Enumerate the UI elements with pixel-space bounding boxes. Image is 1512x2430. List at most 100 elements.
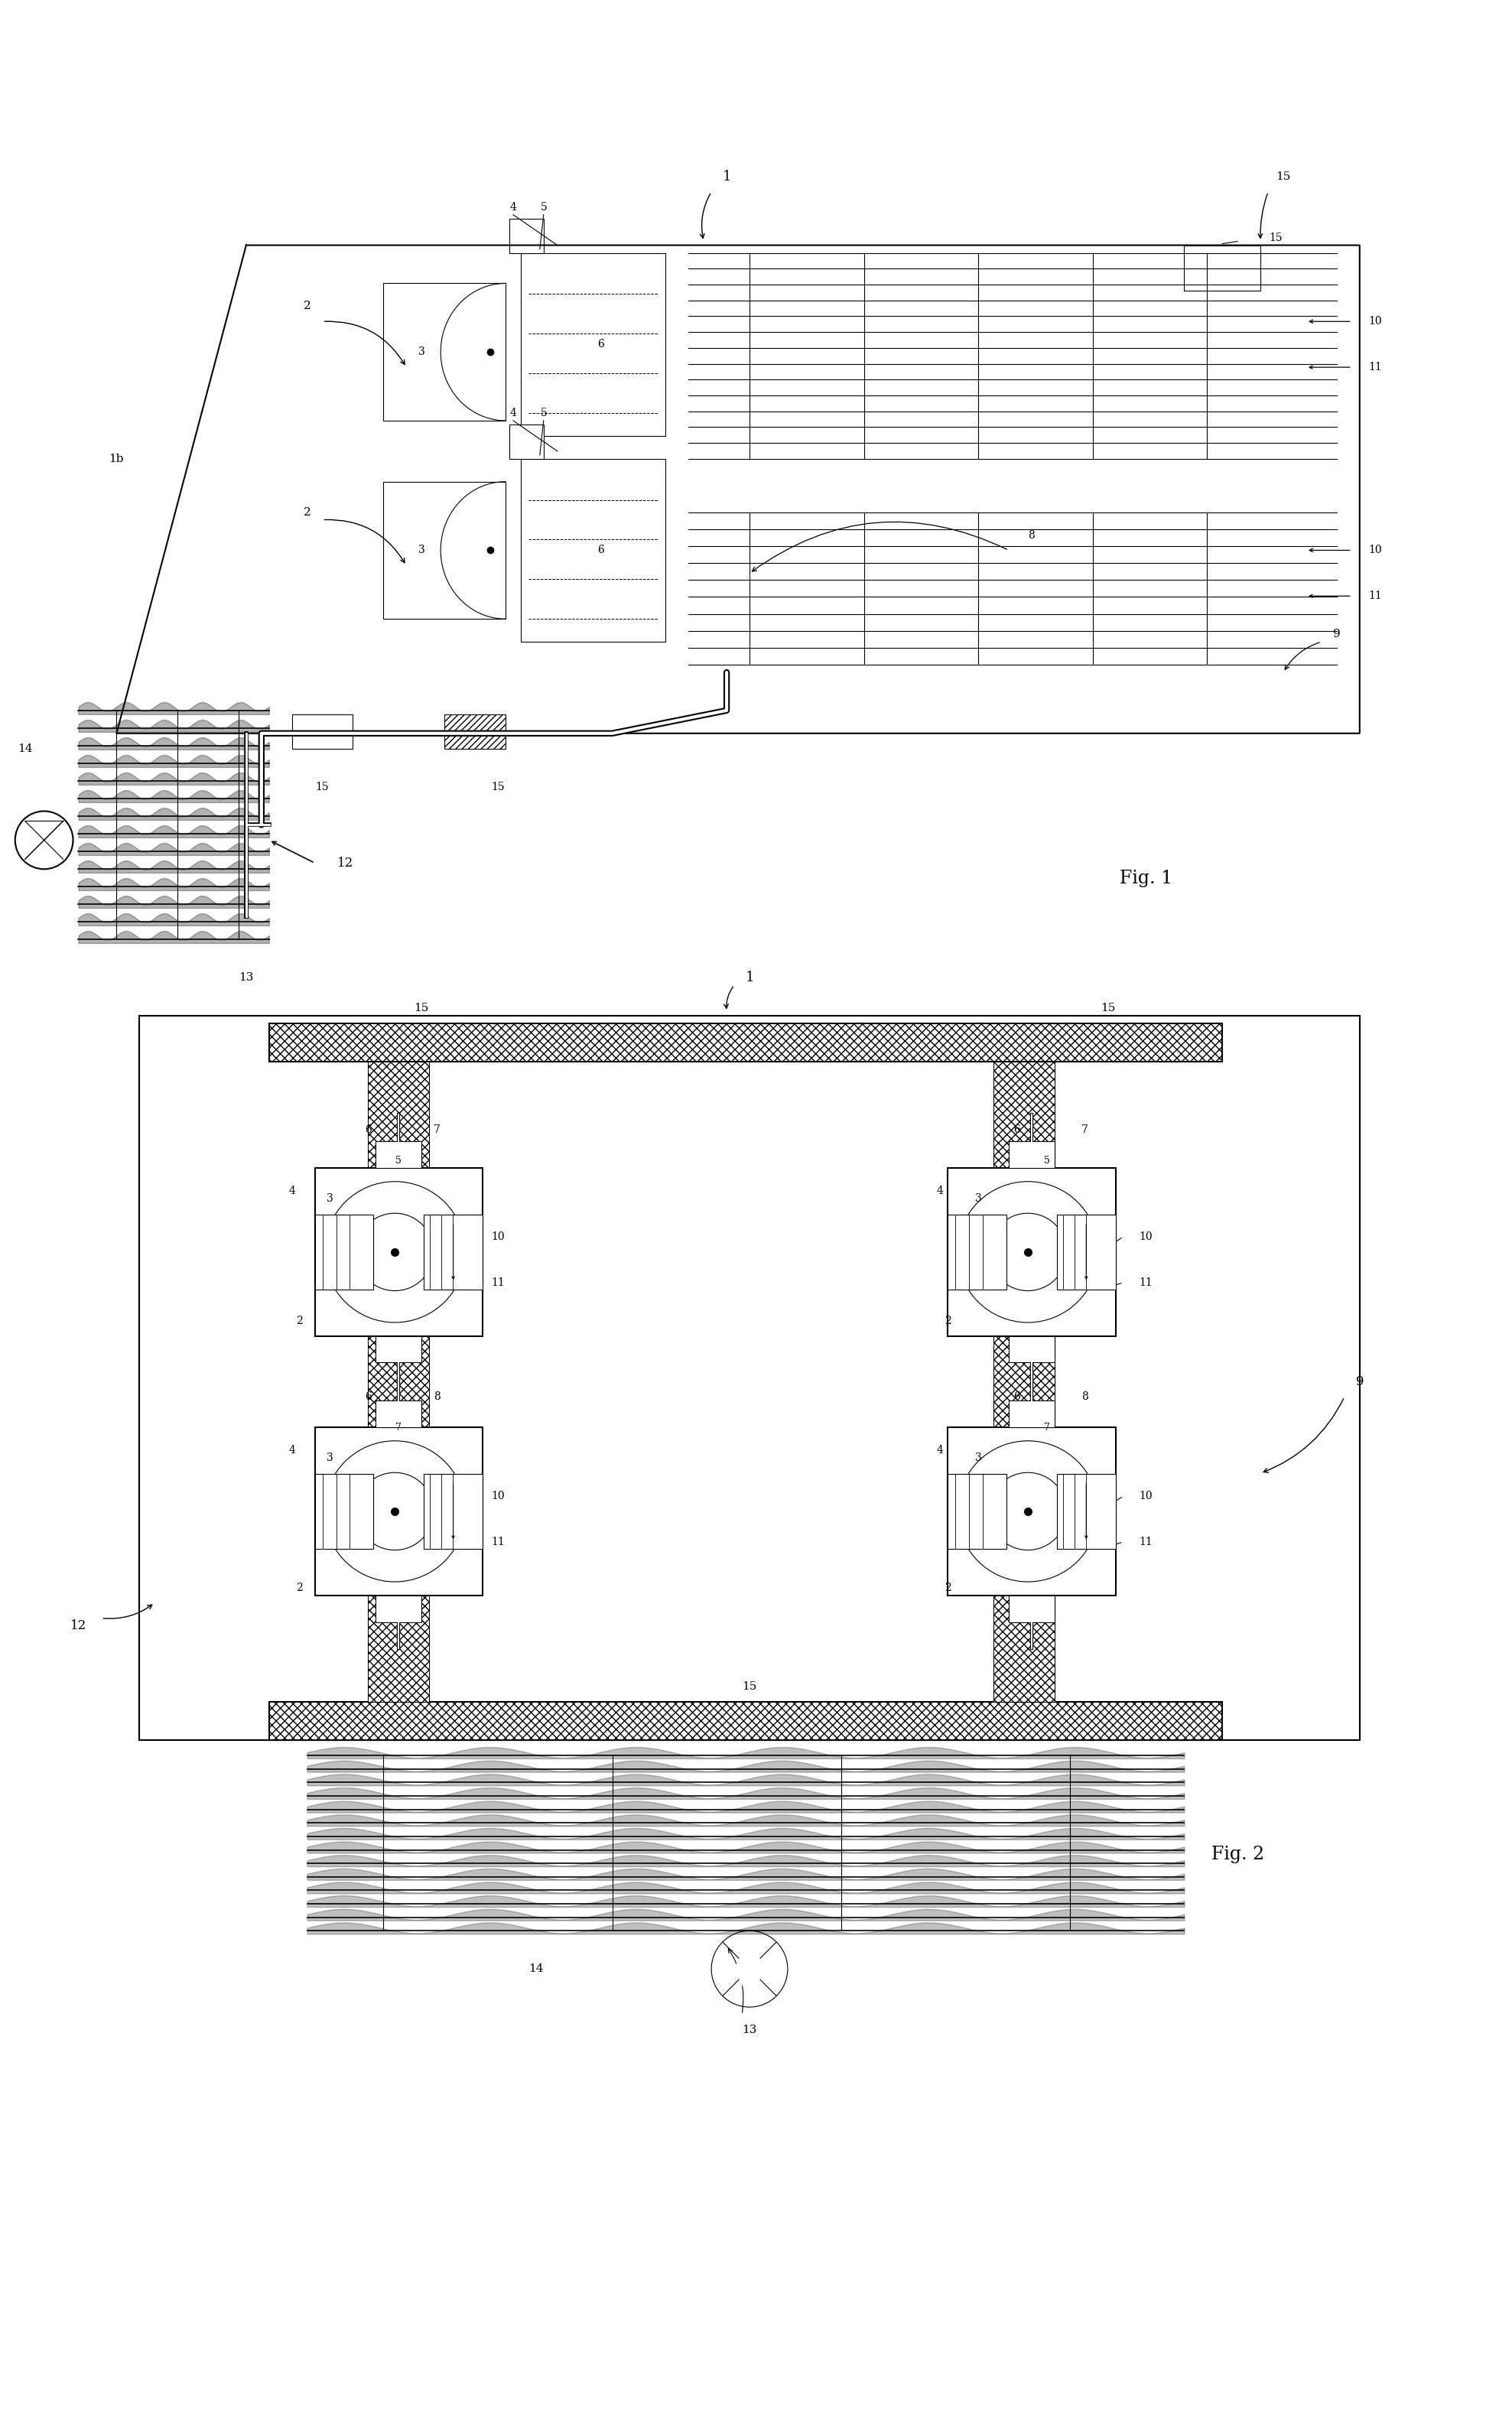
Text: 11: 11 [491, 1536, 505, 1548]
Bar [314, 1473, 373, 1548]
Text: 15: 15 [1276, 170, 1291, 182]
Text: 10: 10 [1368, 316, 1382, 326]
Text: 13: 13 [742, 2024, 758, 2036]
Text: 9: 9 [1356, 1375, 1364, 1388]
Text: 4: 4 [510, 408, 517, 418]
Bar [948, 1473, 1007, 1548]
Text: 6: 6 [364, 1125, 372, 1135]
Text: 6: 6 [597, 340, 605, 350]
Text: 2: 2 [945, 1315, 951, 1327]
Text: 2: 2 [296, 1582, 302, 1594]
Text: 8: 8 [434, 1392, 440, 1402]
Text: 7: 7 [1081, 1125, 1089, 1135]
Bar [510, 425, 544, 459]
Text: 4: 4 [510, 202, 517, 211]
Text: 3: 3 [419, 347, 425, 357]
Text: Fig. 1: Fig. 1 [1119, 870, 1173, 887]
Bar [139, 1016, 1359, 1740]
Text: 12: 12 [70, 1618, 86, 1633]
Text: 5: 5 [1043, 1157, 1049, 1166]
Bar [1009, 1400, 1054, 1426]
Bar [948, 1215, 1007, 1290]
Bar [1009, 1142, 1054, 1169]
Text: 3: 3 [975, 1193, 981, 1203]
Text: 2: 2 [945, 1582, 951, 1594]
Bar [314, 1426, 482, 1594]
Text: 3: 3 [975, 1453, 981, 1463]
Text: 6: 6 [364, 1392, 372, 1402]
Text: 9: 9 [1334, 629, 1341, 639]
Polygon shape [735, 1939, 765, 1997]
Text: 7: 7 [434, 1125, 440, 1135]
Text: 5: 5 [540, 408, 547, 418]
Text: 3: 3 [327, 1453, 334, 1463]
Text: 12: 12 [337, 855, 354, 870]
Text: 8: 8 [1028, 530, 1036, 539]
Text: 7: 7 [396, 1422, 402, 1431]
Text: 1: 1 [723, 170, 730, 182]
Text: 4: 4 [289, 1446, 295, 1456]
Bar [314, 1169, 482, 1336]
Text: 5: 5 [396, 1157, 402, 1166]
Bar [1057, 1473, 1116, 1548]
Bar [520, 253, 665, 435]
Text: Fig. 2: Fig. 2 [1211, 1847, 1264, 1864]
Text: 15: 15 [491, 782, 505, 792]
Bar [520, 459, 665, 642]
Text: 11: 11 [1140, 1278, 1152, 1288]
Text: 14: 14 [529, 1963, 543, 1973]
Text: 10: 10 [491, 1232, 505, 1242]
Bar [1009, 1594, 1054, 1621]
Text: 4: 4 [289, 1186, 295, 1196]
Bar [948, 1169, 1116, 1336]
Bar [423, 1473, 482, 1548]
Bar [445, 714, 505, 748]
Text: 7: 7 [1043, 1422, 1049, 1431]
Bar [376, 1142, 422, 1169]
Text: 11: 11 [1140, 1536, 1152, 1548]
Bar [1009, 1336, 1054, 1363]
Text: 4: 4 [937, 1186, 943, 1196]
Text: 5: 5 [540, 202, 547, 211]
Bar [384, 284, 505, 420]
Text: 3: 3 [327, 1193, 334, 1203]
Bar [384, 481, 505, 620]
Text: 4: 4 [937, 1446, 943, 1456]
Bar [314, 1215, 373, 1290]
Text: 10: 10 [491, 1490, 505, 1502]
Bar [1184, 245, 1261, 292]
Text: 1: 1 [745, 970, 754, 984]
Text: 1b: 1b [109, 454, 124, 464]
Bar [948, 1426, 1116, 1594]
Text: 2: 2 [304, 301, 311, 311]
Text: 6: 6 [1013, 1392, 1019, 1402]
Text: 15: 15 [742, 1682, 758, 1691]
Text: 14: 14 [18, 744, 32, 753]
Text: 11: 11 [1368, 590, 1382, 600]
Text: 15: 15 [1269, 233, 1282, 243]
Text: 8: 8 [1081, 1392, 1089, 1402]
Text: 15: 15 [414, 1004, 429, 1013]
Text: 15: 15 [316, 782, 330, 792]
Text: 6: 6 [597, 544, 605, 556]
Bar [510, 219, 544, 253]
Bar [369, 1062, 429, 1701]
Text: 10: 10 [1140, 1490, 1152, 1502]
Text: 3: 3 [419, 544, 425, 556]
Text: 13: 13 [239, 972, 254, 982]
Bar [269, 1701, 1222, 1740]
Bar [292, 714, 352, 748]
Text: 10: 10 [1368, 544, 1382, 556]
Text: 2: 2 [304, 508, 311, 518]
Bar [1057, 1215, 1116, 1290]
Bar [993, 1062, 1054, 1701]
Text: 15: 15 [1101, 1004, 1116, 1013]
Bar [269, 1023, 1222, 1062]
Bar [423, 1215, 482, 1290]
Text: 11: 11 [491, 1278, 505, 1288]
Text: 10: 10 [1140, 1232, 1152, 1242]
Text: 6: 6 [1013, 1125, 1019, 1135]
Bar [376, 1336, 422, 1363]
Text: 11: 11 [1368, 362, 1382, 372]
Text: 2: 2 [296, 1315, 302, 1327]
